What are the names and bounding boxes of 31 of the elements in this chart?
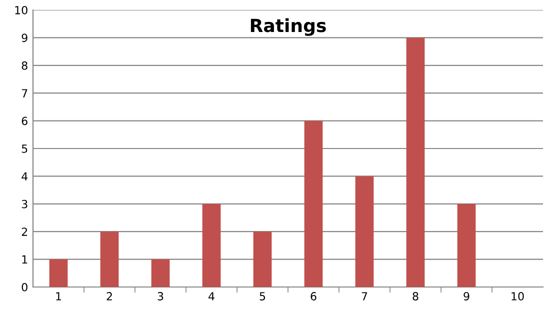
bar [406, 38, 425, 287]
bar [253, 232, 272, 287]
bar [457, 204, 476, 287]
bar [151, 259, 170, 287]
y-tick-label: 9 [22, 34, 28, 42]
x-tick-label: 8 [412, 292, 418, 300]
x-tick-label: 1 [56, 292, 62, 300]
bar [202, 204, 221, 287]
y-tick-label: 5 [22, 144, 28, 153]
x-tick-label: 9 [464, 292, 470, 300]
y-tick-label: 6 [22, 116, 28, 126]
x-tick-label: 6 [310, 292, 316, 300]
x-tick-label: 10 [512, 292, 524, 300]
bar [100, 232, 119, 287]
y-tick-label: 4 [22, 172, 28, 180]
y-tick-label: 3 [22, 200, 28, 208]
y-tick-label: 0 [22, 282, 28, 292]
y-tick-label: 1 [22, 255, 28, 264]
y-tick-label: 10 [15, 6, 28, 14]
x-tick-label: 5 [260, 292, 266, 300]
x-tick-label: 3 [158, 292, 164, 300]
y-tick-label: 2 [22, 228, 28, 236]
chart-title: Ratings [250, 18, 326, 36]
x-tick-label: 2 [106, 292, 112, 300]
x-tick-label: 7 [362, 292, 368, 300]
y-tick-label: 8 [22, 61, 28, 70]
bar [49, 259, 68, 287]
y-tick-label: 7 [22, 89, 28, 98]
bar [304, 120, 323, 287]
bar [355, 176, 374, 287]
x-tick-label: 4 [208, 292, 214, 300]
